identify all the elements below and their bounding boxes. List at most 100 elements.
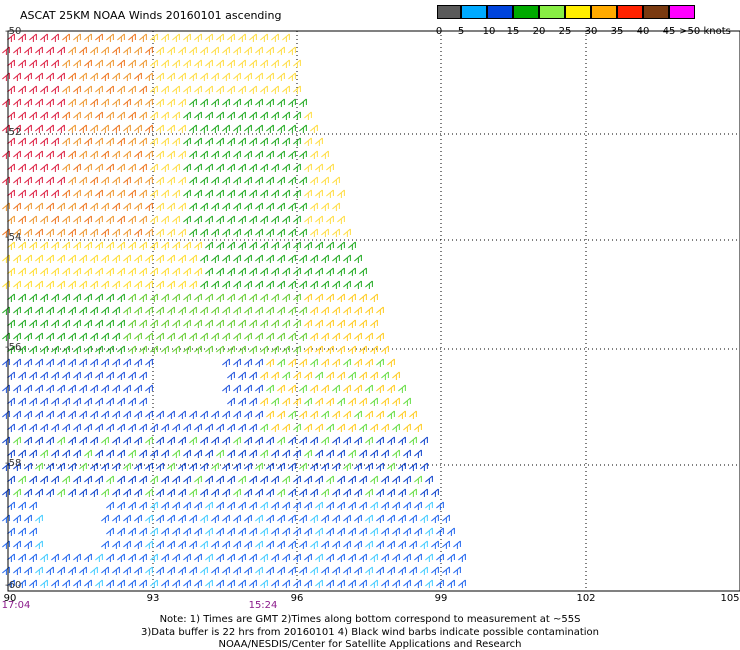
wind-barb [46, 358, 54, 367]
wind-barb [95, 293, 103, 302]
wind-barb [354, 280, 362, 289]
wind-barb [46, 176, 54, 185]
wind-barb [332, 436, 340, 445]
wind-barb [205, 215, 213, 224]
wind-barb [288, 254, 296, 263]
wind-barb [51, 579, 59, 588]
wind-barb [62, 267, 70, 276]
wind-barb [216, 33, 224, 42]
wind-barb [255, 254, 263, 263]
wind-barb [238, 241, 246, 250]
wind-barb [370, 345, 378, 354]
wind-barb [348, 527, 356, 536]
wind-barb [304, 501, 312, 510]
wind-barb [271, 59, 279, 68]
wind-barb [398, 566, 406, 575]
wind-barb [62, 215, 70, 224]
wind-barb [414, 475, 422, 484]
wind-barb [194, 579, 202, 588]
wind-barb [315, 527, 323, 536]
colorbar-label-5: 5 [457, 26, 465, 37]
wind-barb [310, 280, 318, 289]
wind-barb [106, 163, 114, 172]
note-line-1: Note: 1) Times are GMT 2)Times along bot… [159, 614, 581, 625]
wind-barb [266, 488, 274, 497]
wind-barb [62, 319, 70, 328]
wind-barb [200, 488, 208, 497]
wind-barb [95, 579, 103, 588]
wind-barb [68, 306, 76, 315]
wind-barb [277, 462, 285, 471]
wind-barb [227, 501, 235, 510]
wind-barb [299, 540, 307, 549]
wind-barb [167, 514, 175, 523]
wind-barb [7, 189, 15, 198]
wind-barb [332, 332, 340, 341]
wind-barb [62, 579, 70, 588]
wind-barb [145, 462, 153, 471]
wind-barb [282, 59, 290, 68]
wind-barb [46, 228, 54, 237]
wind-barb [183, 579, 191, 588]
wind-barb [365, 410, 373, 419]
wind-barb [172, 319, 180, 328]
wind-barb [359, 475, 367, 484]
wind-barb [282, 293, 290, 302]
wind-barb [128, 527, 136, 536]
wind-barb [112, 462, 120, 471]
wind-barb [260, 59, 268, 68]
wind-barb [255, 358, 263, 367]
wind-barb [376, 306, 384, 315]
wind-barb [134, 410, 142, 419]
wind-barb [271, 319, 279, 328]
wind-barb [117, 501, 125, 510]
wind-barb [271, 397, 279, 406]
wind-barb [90, 488, 98, 497]
wind-barb [139, 527, 147, 536]
wind-barb [68, 124, 76, 133]
wind-barb [123, 436, 131, 445]
wind-barb [354, 436, 362, 445]
wind-barb [101, 202, 109, 211]
wind-barb [172, 163, 180, 172]
wind-barb [145, 254, 153, 263]
wind-barb [381, 423, 389, 432]
wind-barb [35, 72, 43, 81]
wind-barb [7, 345, 15, 354]
wind-barb [101, 46, 109, 55]
wind-barb [315, 553, 323, 562]
wind-barb [194, 345, 202, 354]
wind-barb [90, 566, 98, 575]
wind-barb [255, 488, 263, 497]
wind-barb [304, 475, 312, 484]
wind-barb [156, 462, 164, 471]
wind-barb [156, 306, 164, 315]
wind-barb [84, 475, 92, 484]
wind-barb [260, 345, 268, 354]
wind-barb [62, 111, 70, 120]
wind-barb [18, 189, 26, 198]
wind-barb [425, 475, 433, 484]
wind-barb [233, 410, 241, 419]
wind-barb [260, 85, 268, 94]
wind-barb [304, 267, 312, 276]
wind-barb [321, 514, 329, 523]
wind-barb [304, 189, 312, 198]
wind-barb [161, 475, 169, 484]
wind-barb [13, 306, 21, 315]
wind-barb [216, 293, 224, 302]
wind-barb [90, 98, 98, 107]
wind-barb [73, 397, 81, 406]
wind-barb [238, 319, 246, 328]
wind-barb [227, 215, 235, 224]
wind-barb [392, 579, 400, 588]
wind-barb [145, 176, 153, 185]
wind-barb [95, 267, 103, 276]
wind-barb [431, 488, 439, 497]
wind-barb [293, 553, 301, 562]
wind-barb [359, 501, 367, 510]
wind-barb [134, 280, 142, 289]
wind-barb [134, 514, 142, 523]
wind-barb [420, 566, 428, 575]
note-line-2: 3)Data buffer is 22 hrs from 20160101 4)… [141, 627, 599, 638]
